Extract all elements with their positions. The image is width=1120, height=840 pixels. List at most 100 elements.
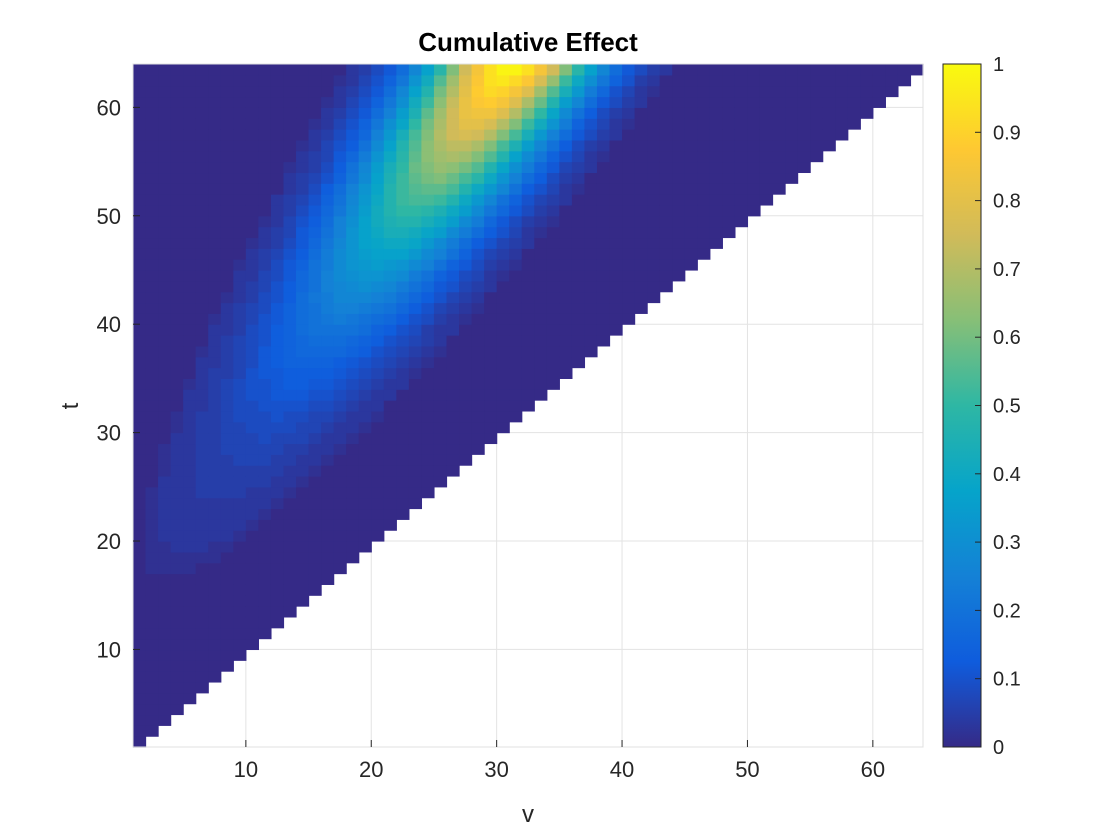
heatmap-cell (183, 204, 197, 217)
heatmap-cell (258, 530, 272, 542)
heatmap-cell (233, 183, 247, 195)
heatmap-cell (270, 64, 285, 76)
heatmap-cell (195, 74, 209, 87)
heatmap-cell (145, 259, 159, 271)
heatmap-cell (734, 129, 749, 141)
heatmap-cell (722, 161, 736, 174)
heatmap-cell (433, 183, 448, 195)
heatmap-cell (308, 280, 322, 293)
heatmap-cell (521, 356, 535, 369)
heatmap-cell (346, 64, 360, 76)
heatmap-cell (145, 465, 159, 477)
heatmap-cell (296, 356, 310, 369)
heatmap-cell (684, 96, 698, 108)
heatmap-cell (371, 139, 385, 152)
heatmap-cell (785, 161, 799, 174)
heatmap-cell (634, 259, 648, 271)
heatmap-cell (145, 454, 159, 466)
heatmap-cell (371, 161, 385, 174)
heatmap-cell (596, 215, 611, 228)
heatmap-cell (371, 410, 385, 423)
heatmap-cell (258, 215, 272, 228)
heatmap-cell (183, 421, 197, 434)
heatmap-cell (158, 497, 172, 510)
heatmap-cell (371, 280, 385, 293)
heatmap-cell (145, 681, 159, 694)
heatmap-cell (245, 172, 259, 184)
heatmap-cell (433, 475, 448, 488)
heatmap-cell (158, 291, 172, 304)
heatmap-cell (860, 64, 874, 76)
heatmap-cell (421, 183, 435, 195)
heatmap-cell (421, 172, 435, 184)
heatmap-cell (446, 313, 460, 325)
heatmap-cell (358, 161, 372, 174)
heatmap-cell (546, 367, 560, 379)
heatmap-cell (133, 497, 147, 510)
heatmap-cell (270, 335, 285, 347)
heatmap-cell (321, 74, 335, 87)
heatmap-cell (383, 367, 397, 379)
heatmap-cell (634, 215, 648, 228)
heatmap-cell (208, 465, 222, 477)
heatmap-cell (358, 204, 372, 217)
heatmap-cell (546, 64, 560, 76)
heatmap-cell (308, 302, 322, 314)
heatmap-cell (245, 291, 259, 304)
heatmap-cell (270, 475, 285, 488)
heatmap-cell (371, 335, 385, 347)
heatmap-cell (133, 681, 147, 694)
heatmap-cell (421, 226, 435, 239)
heatmap-cell (872, 96, 886, 108)
heatmap-cell (609, 129, 623, 141)
heatmap-cell (433, 248, 448, 260)
heatmap-cell (484, 248, 498, 260)
heatmap-cell (158, 313, 172, 325)
heatmap-cell (571, 150, 586, 163)
heatmap-cell (383, 172, 397, 184)
heatmap-cell (672, 183, 686, 195)
heatmap-cell (233, 606, 247, 618)
x-axis-label: v (522, 801, 534, 828)
heatmap-cell (296, 508, 310, 520)
heatmap-cell (220, 410, 234, 423)
heatmap-cell (321, 519, 335, 531)
heatmap-cell (446, 465, 460, 477)
heatmap-cell (609, 313, 623, 325)
heatmap-cell (622, 313, 636, 325)
heatmap-cell (283, 204, 297, 217)
heatmap-cell (233, 356, 247, 369)
heatmap-cell (408, 237, 423, 249)
heatmap-cell (521, 161, 535, 174)
heatmap-cell (408, 215, 423, 228)
heatmap-cell (321, 215, 335, 228)
heatmap-cell (622, 215, 636, 228)
heatmap-cell (534, 302, 548, 314)
heatmap-cell (509, 85, 523, 98)
heatmap-cell (759, 172, 774, 184)
heatmap-cell (622, 161, 636, 174)
heatmap-cell (208, 118, 222, 130)
heatmap-cell (734, 161, 749, 174)
heatmap-cell (183, 302, 197, 314)
heatmap-cell (308, 497, 322, 510)
heatmap-cell (133, 465, 147, 477)
heatmap-cell (433, 367, 448, 379)
heatmap-cell (321, 410, 335, 423)
heatmap-cell (283, 541, 297, 553)
heatmap-cell (371, 64, 385, 76)
heatmap-cell (484, 107, 498, 119)
heatmap-cell (797, 118, 811, 130)
heatmap-cell (158, 660, 172, 672)
heatmap-cell (459, 454, 473, 466)
heatmap-cell (195, 551, 209, 564)
heatmap-cell (283, 139, 297, 152)
heatmap-cell (296, 465, 310, 477)
heatmap-cell (408, 410, 423, 423)
heatmap-cell (333, 96, 347, 108)
heatmap-cell (496, 280, 510, 293)
heatmap-cell (684, 215, 698, 228)
heatmap-cell (584, 248, 598, 260)
heatmap-cell (371, 150, 385, 163)
heatmap-cell (835, 74, 849, 87)
